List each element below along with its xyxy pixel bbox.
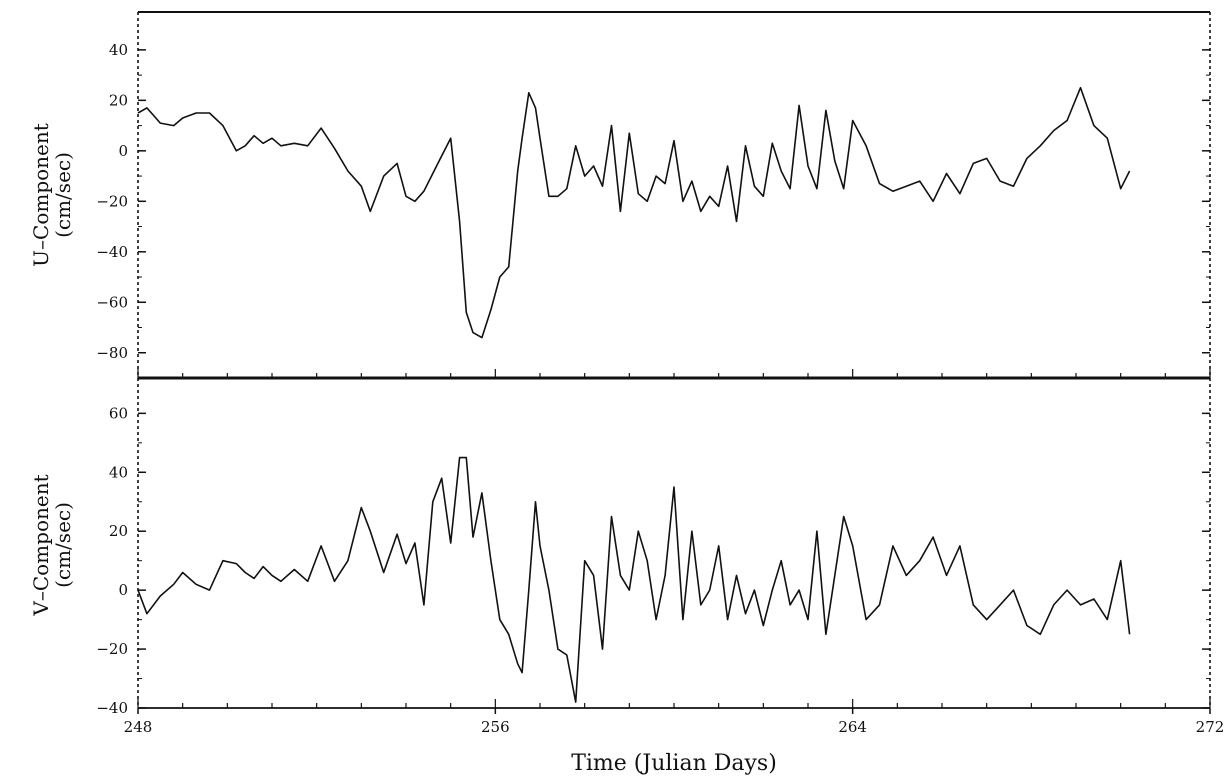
x-tick-label: 256 — [481, 718, 510, 736]
v-ylabel-line1: V–Component — [29, 474, 53, 616]
u-ylabel-line1: U–Component — [29, 123, 53, 267]
x-axis-title: Time (Julian Days) — [571, 751, 777, 776]
x-tick-label: 272 — [1196, 718, 1225, 736]
y-tick-label: −60 — [96, 293, 128, 311]
v-component-panel: 60 40 20 0 −20 −40 248 256 264 272 V–Component (… — [29, 404, 1224, 776]
v-component-series-line — [137, 456, 1131, 703]
v-ylabel-line2: (cm/sec) — [51, 502, 75, 588]
y-tick-label: −20 — [96, 192, 128, 210]
v-x-minor-ticks — [137, 699, 1211, 708]
y-tick-label: 40 — [109, 463, 128, 481]
x-tick-label: 264 — [838, 718, 867, 736]
u-component-series-line — [137, 86, 1131, 339]
y-tick-label: 60 — [109, 404, 128, 422]
y-tick-label: 0 — [118, 142, 128, 160]
u-ylabel-line2: (cm/sec) — [51, 152, 75, 238]
y-tick-label: −20 — [96, 640, 128, 658]
y-tick-label: −40 — [96, 699, 128, 717]
u-y-axis-ticks: 40 20 0 −20 −40 −60 −80 — [96, 41, 1210, 362]
y-tick-label: −80 — [96, 344, 128, 362]
y-tick-label: 20 — [109, 522, 128, 540]
u-component-panel: 40 20 0 −20 −40 −60 −80 U–Component (cm/sec) — [29, 41, 1211, 378]
y-tick-label: 40 — [109, 41, 128, 59]
y-tick-label: 20 — [109, 91, 128, 109]
x-axis-ticks: 248 256 264 272 — [124, 708, 1225, 736]
u-x-minor-ticks — [137, 369, 1211, 378]
v-y-axis-ticks: 60 40 20 0 −20 −40 — [96, 404, 1210, 717]
y-tick-label: 0 — [118, 581, 128, 599]
x-tick-label: 248 — [124, 718, 153, 736]
y-tick-label: −40 — [96, 243, 128, 261]
